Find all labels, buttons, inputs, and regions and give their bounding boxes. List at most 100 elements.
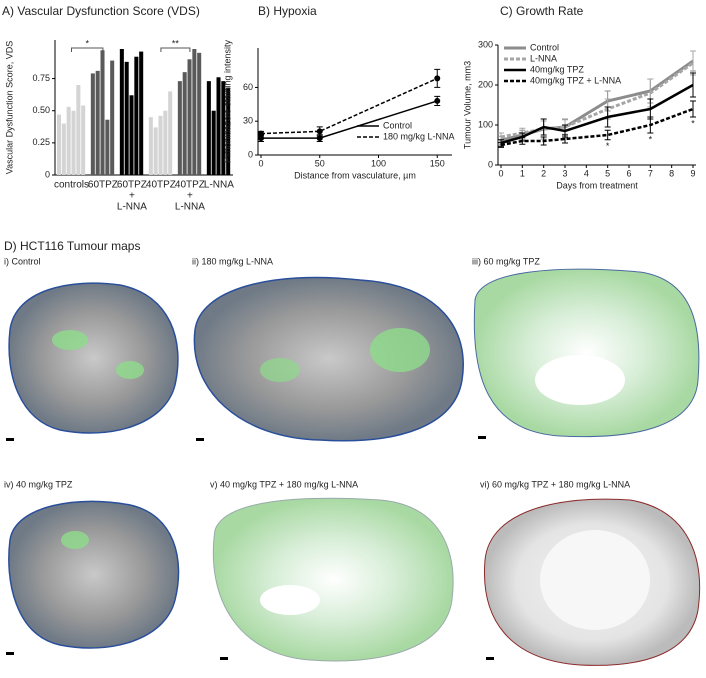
y-axis-label: Pimonidazole staining intensity bbox=[222, 39, 232, 163]
legend-label: Control bbox=[530, 42, 559, 52]
error-bar bbox=[604, 106, 611, 128]
legend-label: 40mg/kg TPZ + L-NNA bbox=[530, 75, 621, 85]
chart-title: B) Hypoxia bbox=[258, 4, 317, 18]
legend-label: L-NNA bbox=[530, 53, 557, 63]
tumour-map bbox=[473, 268, 700, 438]
bar bbox=[90, 73, 95, 175]
map-label: i) Control bbox=[4, 256, 41, 266]
map-region bbox=[116, 361, 144, 379]
bar bbox=[66, 106, 71, 175]
group-label: + bbox=[187, 191, 193, 202]
group-label: 60TPZ bbox=[88, 180, 118, 191]
tumour-map bbox=[193, 276, 464, 442]
scale-bar bbox=[6, 652, 14, 655]
bar bbox=[177, 81, 182, 175]
data-point bbox=[434, 97, 441, 104]
y-tick-label: 100 bbox=[478, 119, 493, 129]
y-tick-label: 0.25 bbox=[32, 137, 50, 147]
map-label: iii) 60 mg/kg TPZ bbox=[472, 256, 540, 266]
panel-title: D) HCT116 Tumour maps bbox=[4, 239, 140, 253]
x-tick-label: 7 bbox=[648, 168, 653, 178]
significance-label: ** bbox=[172, 38, 180, 48]
bar bbox=[139, 51, 144, 176]
y-tick-label: 0.75 bbox=[32, 73, 50, 83]
bar bbox=[57, 114, 62, 175]
group-label: controls bbox=[54, 180, 89, 191]
error-bar bbox=[519, 137, 526, 145]
bar bbox=[192, 49, 197, 175]
group-label: L-NNA bbox=[204, 180, 234, 191]
significance-bracket bbox=[71, 47, 104, 52]
map-region bbox=[260, 358, 300, 382]
x-tick-label: 6 bbox=[626, 168, 631, 178]
significance-label: * bbox=[85, 38, 89, 48]
group-label: 40TPZ bbox=[175, 180, 205, 191]
annotation: * bbox=[691, 118, 695, 128]
bar bbox=[211, 110, 216, 175]
bar bbox=[163, 110, 168, 175]
x-tick-label: 2 bbox=[541, 168, 546, 178]
scale-bar bbox=[486, 657, 494, 660]
error-bar bbox=[690, 100, 696, 118]
scale-bar bbox=[478, 436, 486, 439]
y-tick-label: 0.50 bbox=[32, 105, 50, 115]
x-tick-label: 5 bbox=[605, 168, 610, 178]
bar bbox=[129, 95, 134, 175]
map-label: vi) 60 mg/kg TPZ + 180 mg/kg L-NNA bbox=[480, 479, 630, 489]
bar bbox=[95, 70, 100, 175]
error-bar bbox=[690, 72, 696, 98]
bar bbox=[124, 61, 129, 175]
x-tick-label: 100 bbox=[371, 158, 386, 168]
map-region bbox=[540, 530, 650, 630]
data-point bbox=[316, 128, 323, 135]
x-tick-label: 8 bbox=[669, 168, 674, 178]
bar bbox=[134, 56, 139, 175]
error-bar bbox=[562, 134, 568, 144]
bar bbox=[182, 72, 187, 175]
x-axis-label: Distance from vasculature, µm bbox=[294, 170, 416, 180]
scale-bar bbox=[6, 438, 14, 441]
chart-title: A) Vascular Dysfunction Score (VDS) bbox=[2, 4, 200, 18]
bar bbox=[61, 123, 66, 175]
bar bbox=[187, 59, 192, 175]
error-bar bbox=[540, 136, 547, 146]
map-region bbox=[260, 585, 320, 615]
bar bbox=[197, 52, 202, 175]
y-tick-label: 60 bbox=[243, 82, 253, 92]
x-tick-label: 50 bbox=[315, 158, 325, 168]
y-tick-label: 0 bbox=[488, 159, 493, 169]
y-tick-label: 30 bbox=[243, 116, 253, 126]
group-label: L-NNA bbox=[175, 202, 205, 213]
y-axis-label: Vascular Dysfunction Score, VDS bbox=[4, 41, 14, 174]
map-region bbox=[370, 328, 430, 372]
x-tick-label: 1 bbox=[520, 168, 525, 178]
data-point bbox=[258, 130, 264, 137]
map-label: v) 40 mg/kg TPZ + 180 mg/kg L-NNA bbox=[210, 479, 358, 489]
bar bbox=[71, 110, 76, 175]
map-region bbox=[61, 531, 89, 549]
y-axis-label: Tumour Volume, mm3 bbox=[462, 61, 472, 149]
y-tick-label: 0 bbox=[45, 169, 50, 179]
x-tick-label: 150 bbox=[430, 158, 445, 168]
x-tick-label: 4 bbox=[584, 168, 589, 178]
map-label: ii) 180 mg/kg L-NNA bbox=[192, 256, 273, 266]
scale-bar bbox=[220, 657, 228, 660]
bar bbox=[153, 127, 158, 175]
tumour-maps bbox=[6, 268, 701, 666]
bar bbox=[100, 50, 105, 175]
group-label: 60TPZ bbox=[117, 180, 147, 191]
map-region bbox=[52, 330, 88, 350]
bar bbox=[216, 77, 221, 175]
x-tick-label: 9 bbox=[690, 168, 695, 178]
bar bbox=[110, 60, 115, 176]
significance-bracket bbox=[160, 47, 191, 52]
bar bbox=[168, 91, 173, 175]
annotation: * bbox=[649, 134, 653, 144]
data-point bbox=[434, 75, 441, 82]
bar bbox=[105, 119, 110, 175]
legend-label: 180 mg/kg L-NNA bbox=[383, 131, 455, 141]
map-label: iv) 40 mg/kg TPZ bbox=[4, 479, 73, 489]
bar bbox=[206, 81, 211, 175]
series-line bbox=[260, 77, 438, 135]
